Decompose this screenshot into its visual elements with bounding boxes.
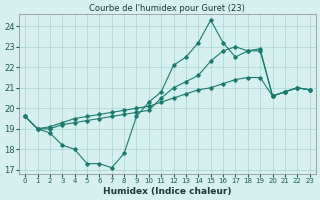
X-axis label: Humidex (Indice chaleur): Humidex (Indice chaleur) <box>103 187 232 196</box>
Title: Courbe de l'humidex pour Guret (23): Courbe de l'humidex pour Guret (23) <box>90 4 245 13</box>
